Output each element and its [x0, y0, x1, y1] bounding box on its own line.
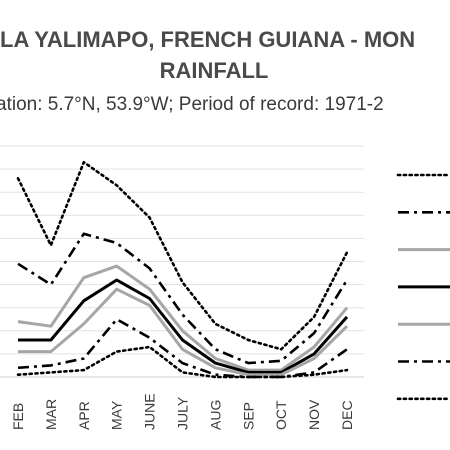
series-line-5 — [18, 287, 349, 377]
chart-title-line2: RAINFALL — [160, 58, 269, 83]
x-tick-label: MAR — [43, 399, 59, 430]
series-line-7 — [16, 345, 349, 379]
x-tick-label: AUG — [207, 400, 223, 430]
x-tick-label: APR — [76, 401, 92, 430]
series-line-4 — [18, 278, 349, 374]
series-line-3 — [17, 264, 349, 372]
x-tick-label: MAY — [109, 400, 125, 430]
x-tick-label: FEB — [10, 403, 26, 430]
chart-title-line1: LA YALIMAPO, FRENCH GUIANA - MON — [0, 27, 415, 52]
x-tick-label: SEP — [240, 402, 256, 430]
x-tick-label: JUNE — [142, 393, 158, 430]
x-tick-label: JULY — [175, 396, 191, 430]
x-tick-label: DEC — [339, 400, 355, 430]
series-line-6 — [17, 317, 348, 379]
series-line-2 — [17, 232, 349, 365]
x-tick-label: NOV — [306, 399, 322, 430]
x-tick-labels: FEB MAR APR MAY JUNE JULY AUG SEP OCT NOV DEC — [10, 393, 355, 430]
x-tick-label: OCT — [273, 400, 289, 430]
series-line-1 — [16, 160, 349, 351]
legend — [396, 173, 450, 401]
series-lines — [16, 160, 349, 379]
gridlines — [0, 145, 364, 378]
chart-subtitle: ation: 5.7°N, 53.9°W; Period of record: … — [0, 94, 384, 115]
